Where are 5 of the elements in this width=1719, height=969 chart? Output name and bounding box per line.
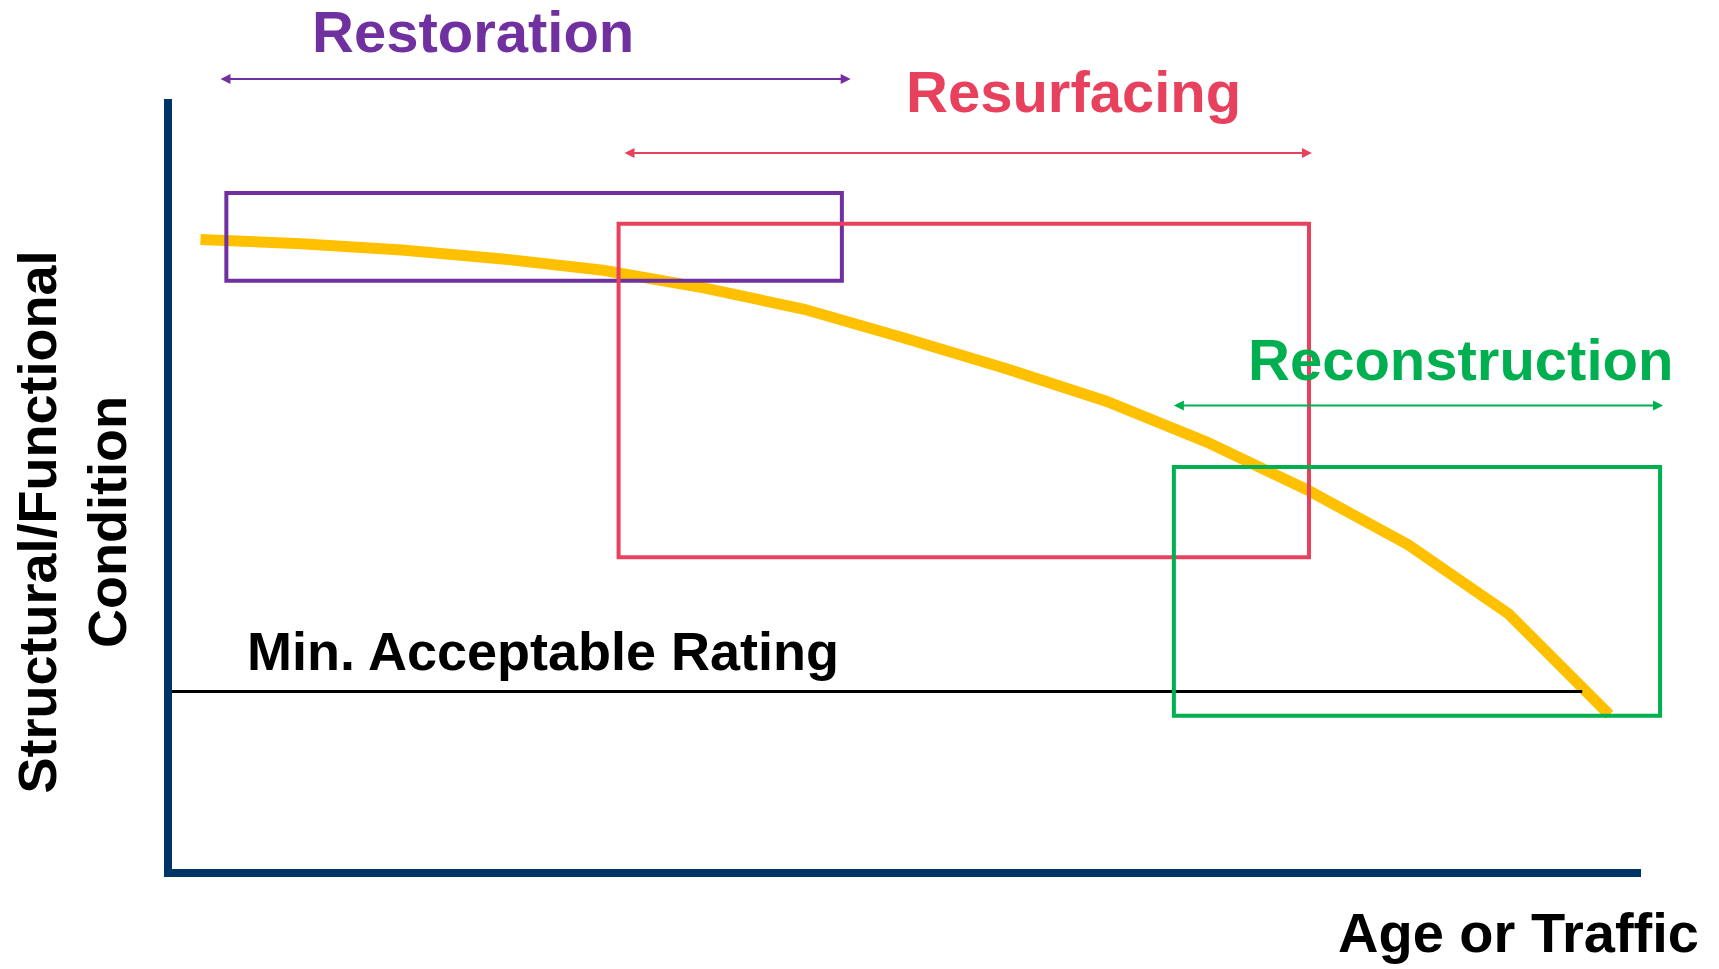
y-axis-title: Structural/Functional Condition bbox=[6, 250, 137, 794]
ref-line-label: Min. Acceptable Rating bbox=[247, 621, 840, 681]
x-axis-title: Age or Traffic bbox=[1338, 901, 1699, 964]
text: Resurfacing bbox=[906, 59, 1242, 124]
text: Restoration bbox=[312, 0, 635, 64]
